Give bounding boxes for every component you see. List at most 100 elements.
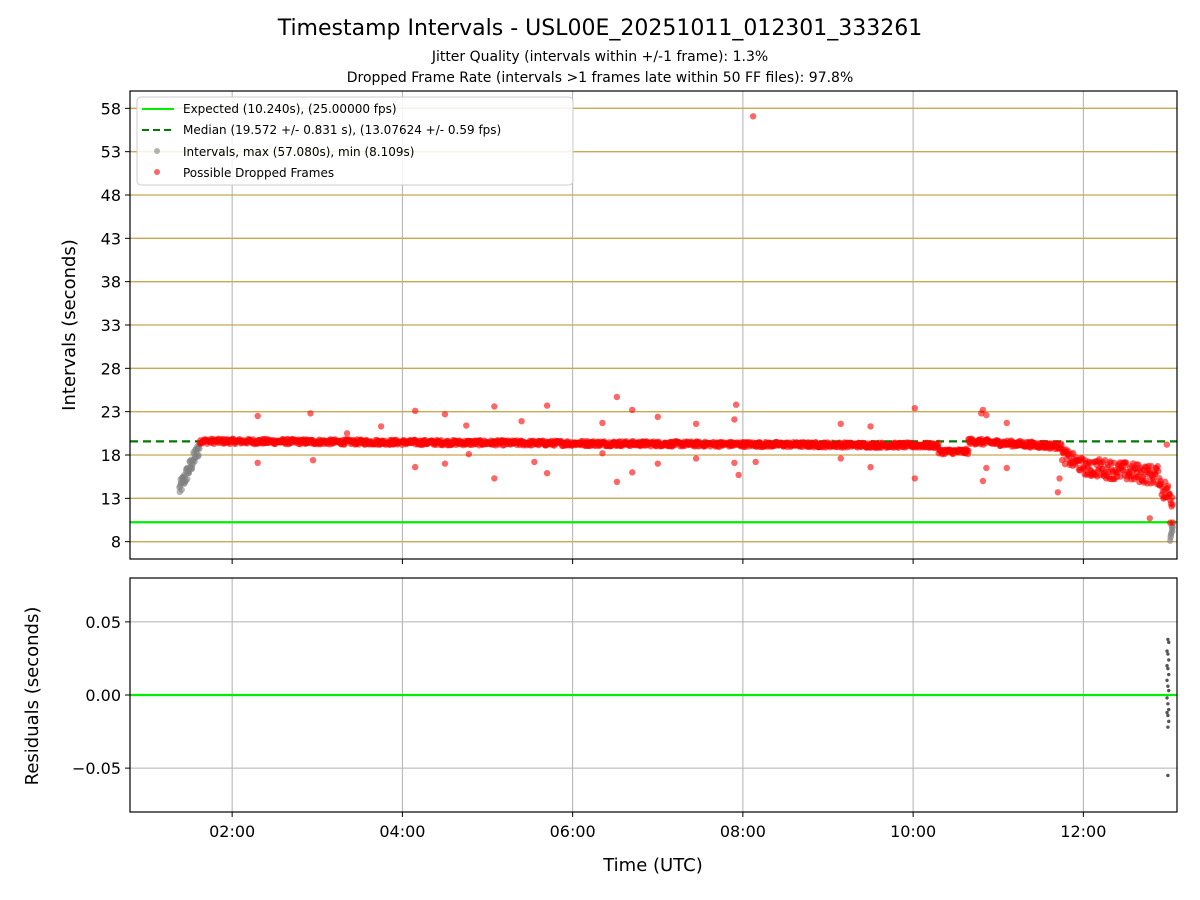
dropped-point (654, 413, 661, 421)
legend-intervals-swatch (154, 148, 160, 154)
dropped-point (1169, 519, 1176, 526)
dropped-point (983, 411, 990, 419)
intervals-y-tick-label: 58 (101, 99, 121, 118)
residuals-y-tick-label: 0.05 (85, 613, 121, 632)
residuals-x-ticks: 02:00 04:00 06:00 08:00 10:00 12:00 (209, 812, 1106, 841)
dropped-point (599, 450, 606, 457)
dropped-point (1163, 441, 1170, 448)
dropped-point (613, 478, 621, 486)
dropped-point (911, 475, 919, 482)
legend-dropped-swatch (154, 169, 160, 175)
dropped-point (692, 420, 700, 427)
residual-point (1166, 652, 1170, 656)
residuals-y-axis-label: Residuals (seconds) (22, 607, 43, 786)
x-tick-label: 10:00 (890, 822, 936, 841)
dropped-point (731, 459, 738, 466)
residual-point (1166, 773, 1170, 778)
residuals-y-tick-label: 0.00 (85, 686, 121, 705)
dropped-point (1155, 467, 1162, 475)
dropped-point (613, 393, 621, 401)
dropped-point (599, 419, 606, 427)
intervals-y-tick-label: 18 (101, 446, 121, 465)
legend-intervals-label: Intervals, max (57.080s), min (8.109s) (183, 145, 414, 159)
dropped-point (1101, 456, 1109, 464)
residual-point (1167, 707, 1171, 712)
dropped-point (1003, 464, 1010, 472)
residual-point (1167, 672, 1171, 677)
intervals-points (176, 113, 1176, 544)
residual-point (1167, 719, 1171, 724)
dropped-point (1168, 494, 1176, 501)
dropped-point (1164, 482, 1172, 490)
x-tick-label: 08:00 (720, 822, 766, 841)
dropped-point (343, 430, 351, 437)
x-tick-label: 06:00 (550, 822, 596, 841)
dropped-point (752, 458, 759, 466)
intervals-y-tick-label: 43 (101, 229, 121, 248)
intervals-y-tick-label: 48 (101, 186, 121, 205)
intervals-y-tick-label: 38 (101, 273, 121, 292)
intervals-y-tick-label: 28 (101, 359, 121, 378)
dropped-point (735, 471, 742, 479)
intervals-y-tick-label: 23 (101, 403, 121, 422)
dropped-point (254, 459, 261, 466)
dropped-point (441, 460, 449, 467)
residual-point (1165, 696, 1169, 700)
dropped-point (979, 477, 987, 485)
interval-point (196, 445, 203, 452)
intervals-y-tick-label: 33 (101, 316, 121, 335)
dropped-point (441, 411, 449, 418)
residual-point (1166, 725, 1170, 729)
legend-frame (136, 96, 574, 186)
intervals-y-tick-label: 8 (111, 533, 121, 552)
dropped-point (732, 401, 740, 408)
residual-point (1167, 658, 1171, 662)
intervals-legend: Expected (10.240s), (25.00000 fps) Media… (136, 96, 574, 186)
interval-point (178, 486, 185, 493)
x-tick-label: 02:00 (209, 822, 255, 841)
residual-point (1166, 684, 1170, 688)
dropped-point (692, 455, 700, 462)
dropped-point (1054, 489, 1062, 496)
dropped-point (463, 422, 470, 429)
residual-point (1167, 640, 1171, 645)
dropped-point (629, 469, 636, 476)
dropped-point (867, 463, 874, 471)
residuals-y-tick-label: −0.05 (72, 759, 121, 778)
residual-point (1165, 678, 1169, 683)
residuals-y-ticks: 0.05 0.00 −0.05 (72, 613, 130, 778)
dropped-point (1154, 463, 1161, 470)
legend-dropped-label: Possible Dropped Frames (183, 166, 334, 180)
dropped-point (629, 406, 636, 414)
dropped-point (543, 402, 551, 409)
dropped-point (254, 412, 261, 420)
figure-subtitle-dropped: Dropped Frame Rate (intervals >1 frames … (346, 70, 854, 86)
dropped-point (837, 455, 844, 462)
dropped-point (543, 470, 551, 477)
dropped-point (531, 458, 538, 466)
dropped-point (1056, 475, 1063, 482)
dropped-point (983, 464, 990, 472)
dropped-point (491, 403, 498, 410)
intervals-y-ticks: 8 13 18 23 28 33 38 43 48 53 58 (101, 99, 130, 552)
legend-expected-label: Expected (10.240s), (25.00000 fps) (183, 102, 397, 116)
dropped-point (654, 460, 661, 467)
interval-point (195, 451, 202, 459)
intervals-y-tick-label: 53 (101, 143, 121, 162)
dropped-point (749, 113, 757, 120)
intervals-y-axis-label: Intervals (seconds) (59, 239, 80, 411)
intervals-grid (130, 91, 1177, 564)
figure-subtitle-jitter: Jitter Quality (intervals within +/-1 fr… (431, 49, 769, 65)
dropped-point (491, 475, 498, 482)
dropped-point (377, 423, 385, 430)
residual-point (1165, 664, 1169, 668)
dropped-point (1146, 515, 1153, 522)
intervals-reference-lines (130, 440, 1177, 524)
dropped-point (867, 423, 874, 430)
dropped-point (307, 410, 314, 417)
residual-point (1165, 649, 1169, 653)
residual-point (1167, 688, 1171, 693)
residual-point (1166, 637, 1170, 642)
